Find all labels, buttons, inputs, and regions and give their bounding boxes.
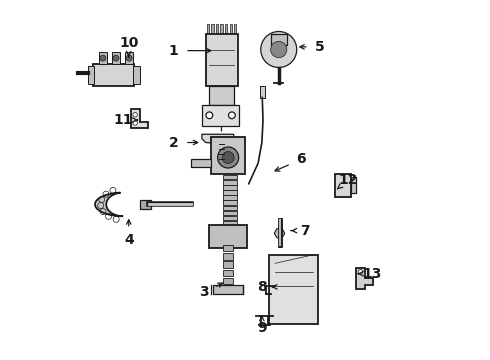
- Polygon shape: [202, 134, 234, 144]
- Bar: [223, 245, 233, 251]
- Bar: [225, 24, 227, 34]
- Bar: [223, 211, 237, 215]
- Circle shape: [126, 55, 132, 61]
- Bar: [133, 66, 140, 84]
- Circle shape: [270, 41, 287, 58]
- Bar: [229, 24, 232, 34]
- Bar: [223, 185, 237, 190]
- Text: 4: 4: [124, 233, 134, 247]
- Text: 1: 1: [169, 44, 179, 58]
- Bar: [335, 174, 351, 197]
- Bar: [112, 53, 120, 64]
- Bar: [223, 180, 237, 185]
- Bar: [216, 24, 218, 34]
- Bar: [209, 225, 247, 248]
- Bar: [125, 53, 133, 64]
- Polygon shape: [274, 229, 285, 238]
- Circle shape: [228, 112, 235, 119]
- Text: 7: 7: [300, 224, 310, 238]
- Circle shape: [133, 121, 137, 125]
- Bar: [213, 285, 243, 294]
- Text: 9: 9: [257, 321, 267, 335]
- Bar: [223, 190, 237, 195]
- Bar: [270, 255, 318, 324]
- Circle shape: [100, 55, 106, 61]
- Bar: [223, 253, 233, 260]
- Circle shape: [113, 55, 119, 61]
- Circle shape: [218, 147, 239, 168]
- Text: 10: 10: [119, 36, 139, 50]
- Circle shape: [222, 152, 234, 163]
- Bar: [223, 278, 233, 284]
- Bar: [234, 24, 236, 34]
- Circle shape: [216, 136, 222, 143]
- Bar: [99, 53, 107, 64]
- Circle shape: [358, 270, 363, 274]
- Bar: [211, 24, 214, 34]
- Text: 3: 3: [199, 285, 209, 300]
- Text: 8: 8: [257, 280, 267, 294]
- Bar: [223, 216, 237, 220]
- Polygon shape: [191, 159, 211, 167]
- Text: 11: 11: [113, 113, 133, 127]
- Bar: [260, 86, 265, 98]
- Bar: [270, 34, 287, 45]
- Polygon shape: [95, 193, 123, 216]
- Text: 12: 12: [339, 173, 358, 187]
- Bar: [223, 206, 237, 210]
- Bar: [93, 64, 134, 86]
- Bar: [223, 270, 233, 276]
- Circle shape: [133, 112, 137, 117]
- Text: 2: 2: [169, 135, 179, 149]
- Bar: [223, 195, 237, 200]
- Bar: [220, 24, 222, 34]
- Bar: [351, 177, 356, 193]
- Text: 6: 6: [296, 152, 306, 166]
- Text: 5: 5: [315, 40, 325, 54]
- Polygon shape: [131, 109, 147, 127]
- Bar: [207, 24, 209, 34]
- Text: 13: 13: [363, 267, 382, 281]
- Bar: [202, 105, 240, 126]
- Circle shape: [261, 32, 297, 68]
- Polygon shape: [356, 268, 372, 289]
- Bar: [206, 34, 238, 86]
- Bar: [209, 86, 234, 105]
- Bar: [88, 66, 94, 84]
- Bar: [211, 137, 245, 174]
- Bar: [140, 200, 151, 209]
- Bar: [223, 201, 237, 205]
- Bar: [223, 261, 233, 268]
- Bar: [223, 175, 237, 179]
- Circle shape: [206, 112, 213, 119]
- Bar: [223, 221, 237, 225]
